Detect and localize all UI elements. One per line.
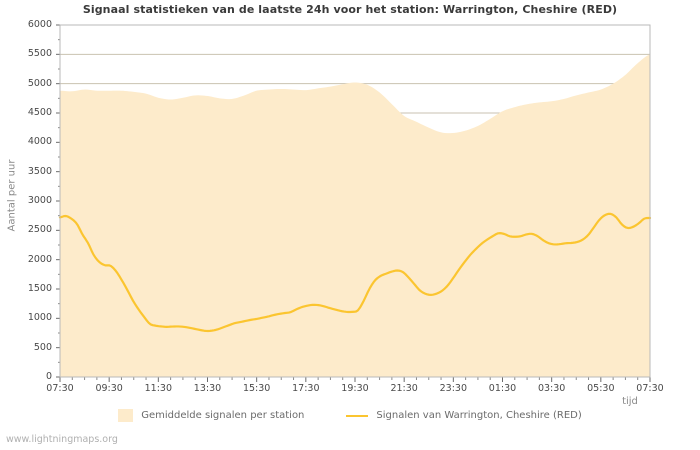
x-tick-label: 15:30 [242,383,271,394]
area-swatch-icon [118,409,134,422]
y-tick-label: 3000 [27,195,52,206]
legend-item-average-signals: Gemiddelde signalen per station [118,409,304,422]
x-tick-label: 01:30 [488,383,517,394]
x-tick-label: 07:30 [636,383,664,394]
average-signals-area [60,54,650,377]
y-tick-label: 0 [45,371,52,382]
x-axis-title: tijd [622,396,638,407]
x-tick-label: 07:30 [46,383,74,394]
x-tick-label: 03:30 [537,383,566,394]
x-tick-label: 13:30 [193,383,222,394]
x-tick-label: 19:30 [341,383,369,394]
x-tick-label: 17:30 [292,383,320,394]
plot-frame [59,24,651,378]
y-tick-label: 2500 [27,224,52,236]
legend-label-station-signals: Signalen van Warrington, Cheshire (RED) [376,410,582,421]
y-tick-label: 3500 [27,165,52,177]
y-tick-label: 1500 [27,283,52,294]
y-tick-label: 5500 [27,48,52,60]
line-path [58,212,652,333]
y-tick-label: 1000 [27,312,52,324]
y-tick-label: 2000 [27,253,52,265]
chart-legend: Gemiddelde signalen per station Signalen… [0,409,700,422]
legend-item-station-signals: Signalen van Warrington, Cheshire (RED) [346,410,582,421]
chart-title: Signaal statistieken van de laatste 24h … [82,3,618,16]
y-tick-label: 500 [33,341,52,353]
watermark: www.lightningmaps.org [6,434,118,445]
x-tick-label: 09:30 [95,383,123,394]
x-tick-label: 21:30 [390,383,418,394]
x-tick-label: 05:30 [587,383,615,394]
y-tick-label: 4000 [27,136,52,148]
legend-label-average-signals: Gemiddelde signalen per station [141,410,305,421]
x-tick-label: 23:30 [439,383,468,394]
y-tick-label: 6000 [27,19,52,30]
area-path [60,54,650,377]
line-swatch-icon [346,414,369,417]
x-tick-label: 11:30 [144,383,173,394]
y-tick-label: 5000 [27,77,52,89]
station-signals-line [58,212,652,333]
y-tick-label: 4500 [27,107,52,118]
